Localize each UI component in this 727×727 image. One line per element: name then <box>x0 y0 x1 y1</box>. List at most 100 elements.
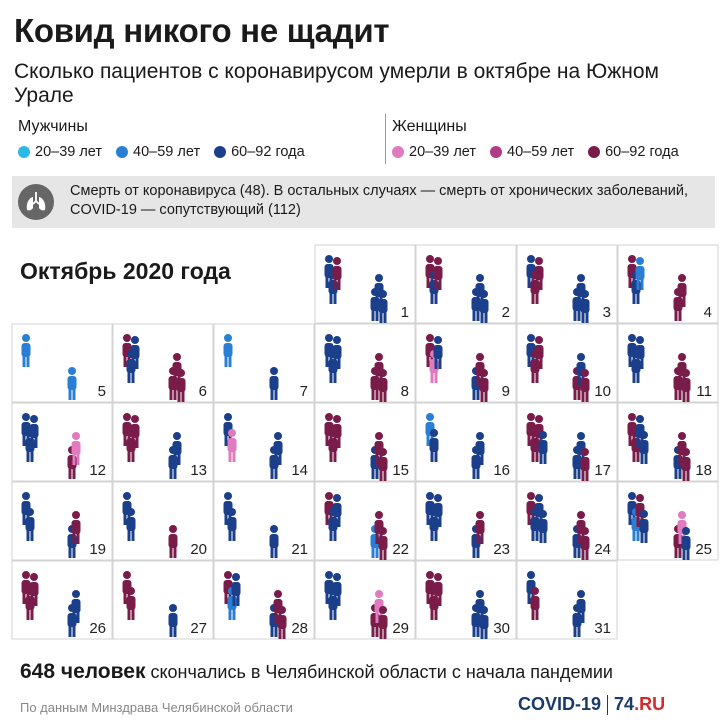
person-figure <box>538 510 548 543</box>
day-cell: 12 <box>11 402 113 482</box>
person-figure <box>576 590 586 623</box>
person-figure <box>227 429 237 462</box>
person-figure <box>479 369 489 402</box>
person-figure <box>277 606 287 639</box>
day-cell: 29 <box>314 560 416 640</box>
person-figure <box>29 573 39 606</box>
legend-item-women-20-39: 20–39 лет <box>392 144 476 160</box>
person-figure <box>67 367 77 400</box>
legend-item-men-20-39: 20–39 лет <box>18 144 102 160</box>
person-figure <box>580 290 590 323</box>
person-figure <box>475 511 485 544</box>
day-cell: 16 <box>415 402 517 482</box>
day-number: 23 <box>493 541 510 558</box>
day-number: 5 <box>98 383 106 400</box>
person-figure <box>130 336 140 369</box>
day-cell: 23 <box>415 481 517 561</box>
person-figure <box>475 432 485 465</box>
person-figure <box>433 573 443 606</box>
person-figure <box>332 415 342 448</box>
footer-summary: 648 человек скончались в Челябинской обл… <box>20 660 613 684</box>
legend-women-heading: Женщины <box>392 118 467 135</box>
day-cell: 3 <box>516 244 618 324</box>
person-figure <box>580 527 590 560</box>
day-number: 24 <box>594 541 611 558</box>
day-cell: 8 <box>314 323 416 403</box>
day-cell: 25 <box>617 481 719 561</box>
day-number: 16 <box>493 462 510 479</box>
person-figure <box>168 525 178 558</box>
person-figure <box>681 448 691 481</box>
person-figure <box>273 432 283 465</box>
person-figure <box>681 527 691 560</box>
person-figure <box>635 257 645 290</box>
person-figure <box>172 432 182 465</box>
legend-item-women-40-59: 40–59 лет <box>490 144 574 160</box>
legend-divider <box>385 114 386 164</box>
day-number: 20 <box>190 541 207 558</box>
day-cell: 5 <box>11 323 113 403</box>
day-cell: 6 <box>112 323 214 403</box>
day-number: 26 <box>89 620 106 637</box>
legend-men-heading: Мужчины <box>18 118 88 135</box>
day-cell: 28 <box>213 560 315 640</box>
info-note-text: Смерть от коронавируса (48). В остальных… <box>70 183 689 218</box>
day-number: 18 <box>695 462 712 479</box>
person-figure <box>433 336 443 369</box>
day-number: 3 <box>603 304 611 321</box>
lungs-icon <box>18 184 54 220</box>
logo-divider <box>607 694 609 715</box>
day-cell: 2 <box>415 244 517 324</box>
footer-text: скончались в Челябинской области с начал… <box>145 662 613 682</box>
day-number: 13 <box>190 462 207 479</box>
month-label: Октябрь 2020 года <box>20 258 231 284</box>
day-cell: 27 <box>112 560 214 640</box>
person-figure <box>71 432 81 465</box>
day-number: 27 <box>190 620 207 637</box>
person-figure <box>530 587 540 620</box>
legend-swatch <box>214 146 227 158</box>
person-figure <box>332 573 342 606</box>
day-cell: 30 <box>415 560 517 640</box>
day-number: 21 <box>291 541 308 558</box>
source-note: По данным Минздрава Челябинской области <box>20 700 293 715</box>
person-figure <box>71 590 81 623</box>
person-figure <box>126 587 136 620</box>
death-count: 648 человек <box>20 660 146 683</box>
brand-logo[interactable]: COVID-19 74 .RU <box>518 694 665 715</box>
day-number: 1 <box>401 304 409 321</box>
person-figure <box>122 571 132 604</box>
person-figure <box>639 510 649 543</box>
person-figure <box>580 448 590 481</box>
day-number: 30 <box>493 620 510 637</box>
person-figure <box>677 274 687 307</box>
person-figure <box>25 508 35 541</box>
person-figure <box>479 290 489 323</box>
person-figure <box>433 257 443 290</box>
person-figure <box>71 511 81 544</box>
day-cell: 4 <box>617 244 719 324</box>
day-number: 19 <box>89 541 106 558</box>
day-cell: 21 <box>213 481 315 561</box>
person-figure <box>168 604 178 637</box>
day-cell: 11 <box>617 323 719 403</box>
person-figure <box>176 369 186 402</box>
day-number: 2 <box>502 304 510 321</box>
day-number: 22 <box>392 541 409 558</box>
day-number: 15 <box>392 462 409 479</box>
person-figure <box>635 336 645 369</box>
person-figure <box>269 367 279 400</box>
covid-logo-text: COVID-19 <box>518 694 602 714</box>
legend-women: 20–39 лет 40–59 лет 60–92 года <box>392 144 679 160</box>
person-figure <box>378 290 388 323</box>
day-number: 28 <box>291 620 308 637</box>
day-cell: 1 <box>314 244 416 324</box>
day-number: 11 <box>696 383 712 400</box>
legend-swatch <box>490 146 503 158</box>
person-figure <box>269 525 279 558</box>
person-figure <box>580 369 590 402</box>
day-cell: 20 <box>112 481 214 561</box>
person-figure <box>639 431 649 464</box>
person-figure <box>534 336 544 369</box>
day-cell: 26 <box>11 560 113 640</box>
